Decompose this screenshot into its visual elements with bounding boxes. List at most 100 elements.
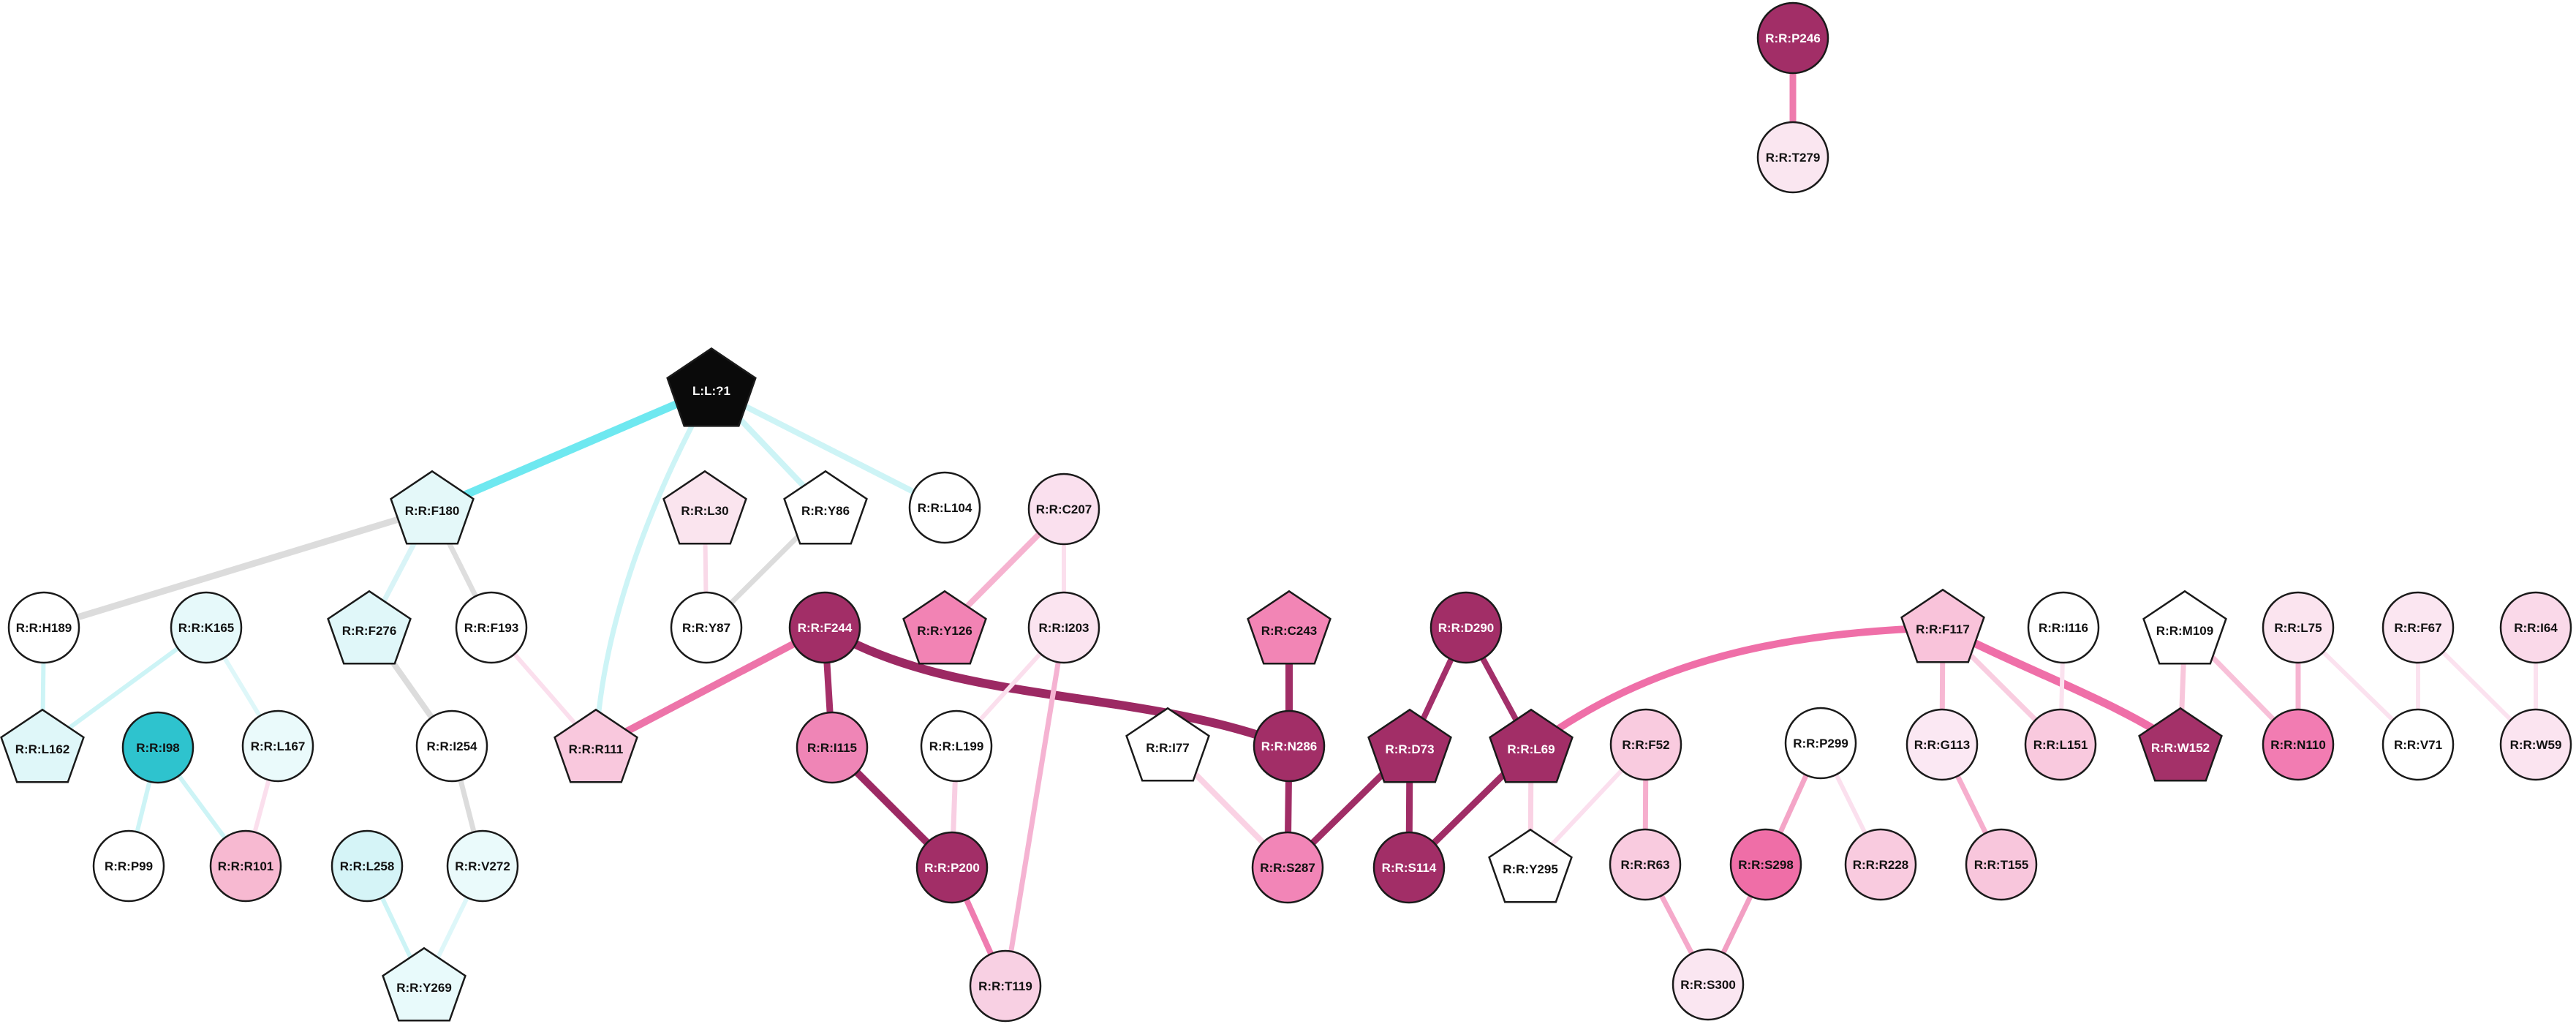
node-R-R-L258[interactable]: R:R:L258 [331, 829, 404, 903]
node-R-R-T155[interactable]: R:R:T155 [1965, 828, 2038, 901]
pentagon-shape-R111[interactable] [554, 708, 638, 783]
circle-shape-K165[interactable] [170, 591, 243, 664]
circle-shape-S298[interactable] [1729, 828, 1802, 901]
circle-shape-V71[interactable] [2382, 708, 2455, 781]
circle-shape-N110[interactable] [2262, 708, 2335, 781]
node-R-R-L75[interactable]: R:R:L75 [2262, 591, 2335, 664]
pentagon-shape-L162[interactable] [0, 708, 85, 783]
node-R-R-C207[interactable]: R:R:C207 [1027, 473, 1100, 546]
node-R-R-S298[interactable]: R:R:S298 [1729, 828, 1802, 901]
node-R-R-P200[interactable]: R:R:P200 [915, 831, 989, 904]
circle-shape-R101[interactable] [209, 829, 282, 903]
circle-shape-T279[interactable] [1756, 121, 1829, 194]
pentagon-shape-Y86[interactable] [783, 470, 868, 545]
node-R-R-Y269[interactable]: R:R:Y269 [382, 946, 467, 1022]
circle-shape-L151[interactable] [2024, 708, 2097, 781]
node-R-R-L104[interactable]: R:R:L104 [908, 471, 981, 544]
node-R-R-R101[interactable]: R:R:R101 [209, 829, 282, 903]
node-R-R-I64[interactable]: R:R:I64 [2499, 591, 2572, 664]
node-R-R-I115[interactable]: R:R:I115 [796, 711, 869, 784]
circle-shape-I64[interactable] [2499, 591, 2572, 664]
circle-shape-S114[interactable] [1372, 831, 1446, 904]
circle-shape-S287[interactable] [1251, 831, 1324, 904]
pentagon-shape-L69[interactable] [1489, 708, 1574, 783]
circle-shape-T119[interactable] [969, 949, 1042, 1023]
node-R-R-W59[interactable]: R:R:W59 [2499, 708, 2572, 781]
pentagon-shape-Y295[interactable] [1488, 828, 1573, 903]
node-R-R-V272[interactable]: R:R:V272 [446, 829, 519, 903]
node-R-R-F67[interactable]: R:R:F67 [2382, 591, 2455, 664]
circle-shape-P299[interactable] [1784, 707, 1857, 780]
circle-shape-P200[interactable] [915, 831, 989, 904]
node-R-R-F117[interactable]: R:R:F117 [1900, 588, 1985, 663]
circle-shape-I98[interactable] [121, 711, 194, 784]
node-R-R-D73[interactable]: R:R:D73 [1367, 708, 1452, 783]
circle-shape-D290[interactable] [1429, 591, 1503, 664]
circle-shape-L199[interactable] [920, 709, 993, 783]
node-R-R-Y295[interactable]: R:R:Y295 [1488, 828, 1573, 903]
node-R-R-N110[interactable]: R:R:N110 [2262, 708, 2335, 781]
node-R-R-L151[interactable]: R:R:L151 [2024, 708, 2097, 781]
circle-shape-L258[interactable] [331, 829, 404, 903]
pentagon-shape-F117[interactable] [1900, 588, 1985, 663]
node-R-R-F244[interactable]: R:R:F244 [788, 591, 861, 664]
pentagon-shape-F180[interactable] [390, 470, 475, 545]
node-R-R-L69[interactable]: R:R:L69 [1489, 708, 1574, 783]
circle-shape-N286[interactable] [1253, 709, 1326, 783]
pentagon-shape-Q1[interactable] [666, 347, 757, 427]
node-R-R-F276[interactable]: R:R:F276 [327, 590, 412, 665]
node-R-R-L199[interactable]: R:R:L199 [920, 709, 993, 783]
circle-shape-C207[interactable] [1027, 473, 1100, 546]
node-R-R-S287[interactable]: R:R:S287 [1251, 831, 1324, 904]
pentagon-shape-L30[interactable] [662, 470, 747, 545]
node-R-R-H189[interactable]: R:R:H189 [7, 591, 80, 664]
node-R-R-R111[interactable]: R:R:R111 [554, 708, 638, 783]
circle-shape-P246[interactable] [1756, 1, 1829, 75]
node-R-R-S300[interactable]: R:R:S300 [1672, 948, 1745, 1021]
pentagon-shape-C243[interactable] [1247, 590, 1332, 665]
node-R-R-R63[interactable]: R:R:R63 [1609, 828, 1682, 901]
circle-shape-I254[interactable] [415, 709, 488, 783]
node-R-R-L162[interactable]: R:R:L162 [0, 708, 85, 783]
node-R-R-S114[interactable]: R:R:S114 [1372, 831, 1446, 904]
pentagon-shape-D73[interactable] [1367, 708, 1452, 783]
node-R-R-L167[interactable]: R:R:L167 [241, 709, 314, 783]
node-L-L-1[interactable]: L:L:?1 [666, 347, 757, 427]
node-R-R-I116[interactable]: R:R:I116 [2027, 591, 2100, 664]
circle-shape-I203[interactable] [1027, 591, 1100, 664]
circle-shape-R63[interactable] [1609, 828, 1682, 901]
node-R-R-M109[interactable]: R:R:M109 [2142, 590, 2227, 665]
node-R-R-T119[interactable]: R:R:T119 [969, 949, 1042, 1023]
circle-shape-F193[interactable] [455, 591, 528, 664]
circle-shape-P99[interactable] [92, 829, 165, 903]
node-R-R-W152[interactable]: R:R:W152 [2138, 707, 2223, 782]
node-R-R-R228[interactable]: R:R:R228 [1844, 828, 1917, 901]
circle-shape-Y87[interactable] [670, 591, 743, 664]
circle-shape-F244[interactable] [788, 591, 861, 664]
node-R-R-F52[interactable]: R:R:F52 [1609, 708, 1682, 781]
circle-shape-V272[interactable] [446, 829, 519, 903]
node-R-R-P246[interactable]: R:R:P246 [1756, 1, 1829, 75]
circle-shape-L104[interactable] [908, 471, 981, 544]
pentagon-shape-W152[interactable] [2138, 707, 2223, 782]
node-R-R-K165[interactable]: R:R:K165 [170, 591, 243, 664]
node-R-R-N286[interactable]: R:R:N286 [1253, 709, 1326, 783]
node-R-R-Y87[interactable]: R:R:Y87 [670, 591, 743, 664]
node-R-R-I203[interactable]: R:R:I203 [1027, 591, 1100, 664]
pentagon-shape-Y269[interactable] [382, 946, 467, 1022]
circle-shape-H189[interactable] [7, 591, 80, 664]
node-R-R-T279[interactable]: R:R:T279 [1756, 121, 1829, 194]
node-R-R-L30[interactable]: R:R:L30 [662, 470, 747, 545]
node-R-R-D290[interactable]: R:R:D290 [1429, 591, 1503, 664]
node-R-R-F180[interactable]: R:R:F180 [390, 470, 475, 545]
circle-shape-T155[interactable] [1965, 828, 2038, 901]
circle-shape-L75[interactable] [2262, 591, 2335, 664]
pentagon-shape-I77[interactable] [1125, 707, 1210, 782]
node-R-R-I98[interactable]: R:R:I98 [121, 711, 194, 784]
circle-shape-S300[interactable] [1672, 948, 1745, 1021]
node-R-R-F193[interactable]: R:R:F193 [455, 591, 528, 664]
circle-shape-W59[interactable] [2499, 708, 2572, 781]
node-R-R-V71[interactable]: R:R:V71 [2382, 708, 2455, 781]
pentagon-shape-F276[interactable] [327, 590, 412, 665]
node-R-R-P99[interactable]: R:R:P99 [92, 829, 165, 903]
